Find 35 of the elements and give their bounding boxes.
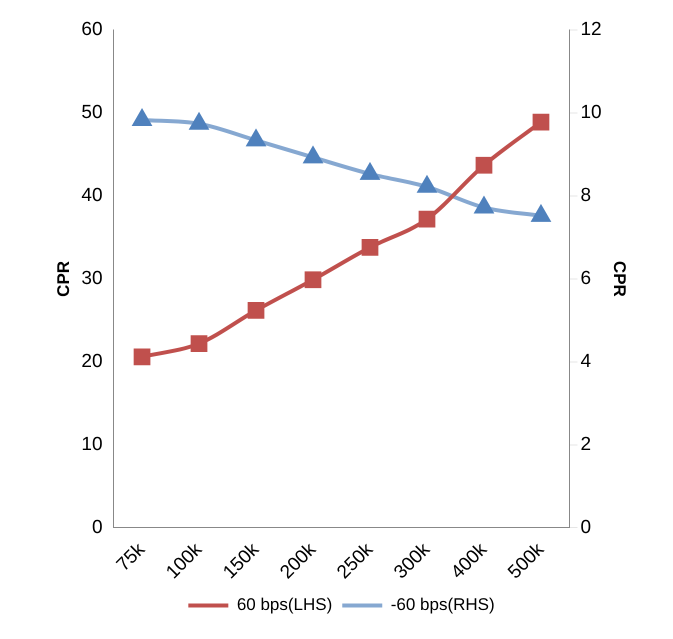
point [418, 176, 436, 193]
y-tick-label: 20 [81, 351, 103, 372]
point [361, 164, 379, 180]
y-tick-label: 0 [92, 516, 103, 538]
point [532, 206, 550, 222]
point [532, 114, 550, 130]
legend-label: -60 bps(RHS) [390, 595, 495, 614]
point [476, 156, 492, 174]
legend-label: 60 bps(LHS) [236, 595, 332, 614]
y2-tick-label: 8 [580, 185, 592, 206]
y2-axis-title: CPR [610, 260, 630, 297]
point [247, 130, 265, 146]
y-tick-label: 10 [81, 434, 103, 456]
point [475, 198, 493, 214]
point [190, 114, 208, 130]
y2-tick-label: 10 [580, 102, 602, 124]
y2-tick-label: 2 [580, 434, 592, 456]
y2-tick-label: 6 [580, 268, 592, 290]
y2-tick-label: 12 [580, 19, 602, 40]
y-axis-title: CPR [54, 260, 73, 297]
y-tick-label: 50 [81, 102, 103, 124]
point [304, 271, 322, 288]
y-tick-label: 60 [81, 19, 103, 40]
point [133, 110, 151, 126]
point [362, 238, 378, 256]
x-tick-label: 75k [112, 538, 150, 576]
y2-tick-label: 0 [580, 516, 592, 538]
point [418, 210, 436, 228]
point [190, 335, 208, 352]
point [134, 348, 150, 366]
point [248, 302, 264, 319]
point [304, 147, 322, 164]
y-tick-label: 30 [81, 268, 103, 290]
y-tick-label: 40 [81, 185, 103, 206]
y2-tick-label: 4 [580, 351, 592, 372]
